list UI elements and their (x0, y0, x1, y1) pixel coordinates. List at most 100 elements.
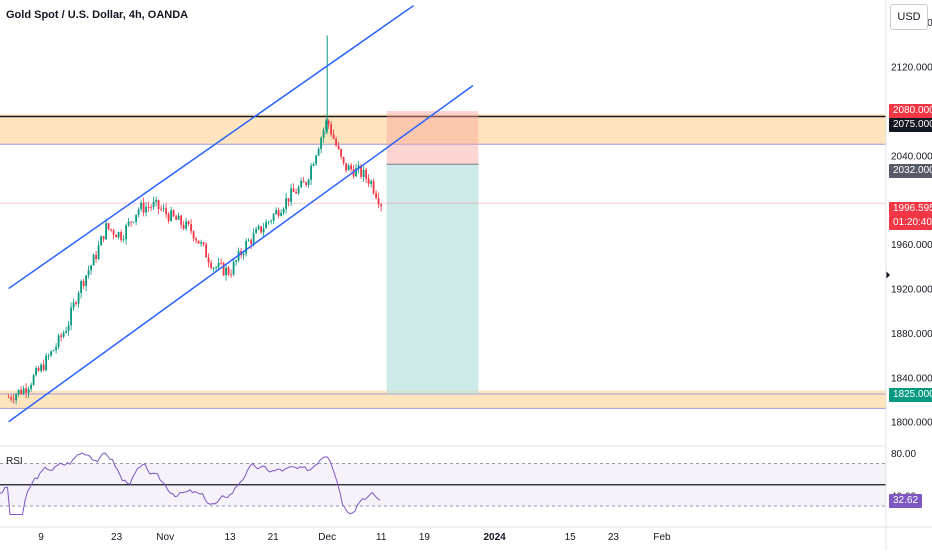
candle-body (280, 212, 282, 216)
candle-body (172, 210, 175, 217)
candle-body (377, 198, 380, 205)
candle-body (152, 201, 155, 208)
candle-body (265, 222, 267, 229)
candle-body (65, 331, 67, 333)
candle-body (45, 355, 47, 371)
candle-body (250, 240, 252, 244)
time-tick-label: 11 (376, 532, 387, 543)
candle-body (142, 202, 145, 213)
candle-body (365, 169, 367, 179)
candle-body (157, 199, 160, 210)
entry-price-tag: 2032.000 (889, 164, 932, 178)
candle-body (272, 214, 275, 221)
rsi-value-tag: 32.62 (889, 494, 923, 508)
candle-body (320, 137, 322, 149)
candle-body (185, 221, 187, 229)
candle-body (342, 156, 345, 164)
candle-body (115, 234, 117, 238)
candle-body (75, 302, 77, 304)
candle-body (205, 244, 207, 258)
candle-body (312, 163, 315, 166)
candle-body (300, 180, 302, 188)
candle-body (360, 165, 362, 177)
candle-body (332, 134, 335, 139)
candle-body (32, 375, 35, 385)
candle-body (227, 267, 230, 275)
channel-lower-line[interactable] (8, 84, 474, 423)
stop-price-tag: 2080.000 (889, 104, 932, 118)
candle-body (370, 181, 372, 184)
candle-body (290, 188, 292, 202)
candle-body (60, 335, 62, 337)
current-price-tag: 1996.595 (889, 202, 932, 216)
candle-body (130, 221, 132, 223)
candle-body (245, 241, 247, 254)
countdown-tag: 01:20:40 (889, 216, 932, 230)
candle-body (112, 230, 115, 235)
candle-body (127, 221, 130, 226)
price-tick-label: 2120.000 (891, 63, 932, 74)
resistance-price-tag: 2075.000 (889, 118, 932, 132)
candle-body (225, 267, 227, 276)
candle-body (187, 221, 190, 225)
candle-body (165, 208, 167, 215)
candle-body (195, 238, 197, 241)
candle-body (367, 178, 370, 184)
candle-body (257, 226, 260, 230)
candle-body (335, 138, 337, 146)
price-tick-label: 1920.000 (891, 285, 932, 296)
candle-body (7, 397, 10, 399)
time-tick-label: 13 (224, 532, 236, 543)
time-tick-label: Nov (156, 532, 174, 543)
candle-body (50, 351, 52, 356)
candle-body (135, 214, 137, 222)
candle-body (107, 223, 110, 229)
currency-selector[interactable]: USD (890, 4, 928, 30)
candle-body (220, 262, 222, 264)
candle-body (340, 148, 342, 157)
candle-body (322, 130, 325, 138)
candle-body (57, 335, 60, 347)
candle-body (325, 120, 327, 131)
candle-body (270, 220, 272, 222)
candle-body (20, 389, 22, 395)
time-tick-label: 19 (419, 532, 431, 543)
candle-body (82, 280, 85, 286)
candle-body (267, 221, 270, 223)
candle-body (310, 165, 312, 180)
candle-body (255, 229, 257, 234)
candle-body (77, 293, 80, 304)
candle-body (210, 262, 212, 269)
time-tick-label: 23 (608, 532, 620, 543)
candle-body (315, 155, 317, 164)
candle-body (102, 236, 105, 240)
candle-body (292, 188, 295, 193)
candle-body (140, 202, 142, 210)
candle-body (145, 207, 147, 213)
candle-body (222, 262, 225, 276)
candle-body (110, 228, 112, 231)
candle-body (242, 253, 245, 256)
candle-body (285, 198, 287, 209)
candle-body (160, 209, 162, 210)
candle-body (147, 207, 150, 208)
candle-body (162, 208, 165, 210)
candle-body (27, 388, 30, 393)
candle-body (375, 192, 377, 199)
candle-body (85, 275, 87, 286)
candle-body (35, 368, 37, 376)
candle-body (120, 232, 122, 241)
candle-body (260, 226, 262, 233)
candle-body (100, 236, 102, 246)
price-tick-label: 1840.000 (891, 373, 932, 384)
candle-body (192, 231, 195, 239)
candle-body (372, 181, 375, 193)
candle-body (307, 179, 310, 185)
take-profit-zone[interactable] (386, 164, 479, 394)
candle-body (47, 355, 50, 357)
price-tick-label: 1880.000 (891, 329, 932, 340)
channel-upper-line[interactable] (8, 4, 415, 290)
candle-body (337, 145, 340, 149)
